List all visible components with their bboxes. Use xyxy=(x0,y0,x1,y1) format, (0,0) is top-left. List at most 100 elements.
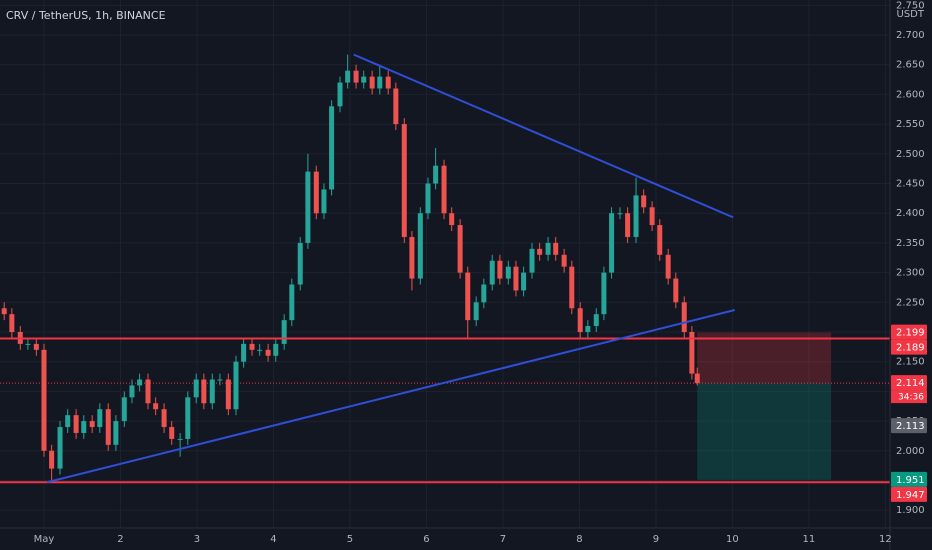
price-tag xyxy=(891,324,927,340)
candle-body xyxy=(89,421,95,428)
price-tag xyxy=(891,339,927,355)
y-tick-label: 2.300 xyxy=(896,268,925,279)
trendline xyxy=(353,53,734,219)
candle-body xyxy=(385,76,391,89)
candle-body xyxy=(81,421,87,433)
y-tick-label: 2.700 xyxy=(896,30,925,41)
candle-body xyxy=(553,242,559,255)
trendline xyxy=(46,309,735,484)
y-tick-label: 2.650 xyxy=(896,60,925,71)
x-tick-label: 7 xyxy=(500,534,506,545)
y-tick-label: 2.400 xyxy=(896,208,925,219)
candle-body xyxy=(257,349,263,351)
price-axis: 1.9001.9502.0002.0502.1002.1502.2002.250… xyxy=(891,0,927,516)
y-tick-label: 2.250 xyxy=(896,297,925,308)
candle-body xyxy=(545,242,551,255)
price-tag-label: 1.951 xyxy=(896,475,925,486)
target-zone xyxy=(697,383,832,480)
candle-body xyxy=(657,225,663,255)
candle-body xyxy=(161,409,167,428)
candle-body xyxy=(609,213,615,273)
candle-body xyxy=(305,171,311,243)
candle-body xyxy=(617,213,623,215)
candle-body xyxy=(145,379,151,404)
countdown: 34:36 xyxy=(898,393,924,403)
candle-body xyxy=(585,326,591,333)
candle-body xyxy=(337,82,343,107)
price-tag-label: 2.114 xyxy=(896,378,925,389)
candle-body xyxy=(273,343,279,356)
countdown-box xyxy=(891,390,927,404)
candle-body xyxy=(297,242,303,285)
candle-body xyxy=(593,314,599,327)
candle-body xyxy=(529,248,535,273)
candle-body xyxy=(25,343,31,345)
candle-body xyxy=(193,379,199,398)
x-tick-label: 2 xyxy=(117,534,123,545)
candle-body xyxy=(281,320,287,344)
candle-body xyxy=(97,409,103,428)
candle-body xyxy=(633,195,639,237)
candle-body xyxy=(249,343,255,350)
candle-body xyxy=(497,260,503,279)
candle-body xyxy=(425,183,431,214)
candle-body xyxy=(265,349,271,356)
candle-body xyxy=(289,284,295,321)
x-tick-label: 10 xyxy=(726,534,739,545)
candle-body xyxy=(649,207,655,226)
candle-body xyxy=(681,302,687,333)
candle-body xyxy=(521,272,527,291)
candle-body xyxy=(209,379,215,404)
candle-body xyxy=(694,373,700,384)
chart-title: CRV / TetherUS, 1h, BINANCE xyxy=(6,9,166,22)
plot xyxy=(0,53,890,484)
price-tag-label: 2.113 xyxy=(896,421,925,432)
candle-body xyxy=(489,260,495,285)
candle-body xyxy=(33,343,39,350)
candle-body xyxy=(465,272,471,321)
candle-body xyxy=(393,88,399,125)
candle-body xyxy=(233,361,239,410)
candle-body xyxy=(329,106,335,190)
candle-body xyxy=(321,189,327,214)
candle-body xyxy=(569,266,575,309)
candle-body xyxy=(41,349,47,451)
candle-body xyxy=(121,397,127,422)
x-tick-label: 4 xyxy=(270,534,276,545)
candle-body xyxy=(313,171,319,214)
y-tick-label: 2.450 xyxy=(896,179,925,190)
x-tick-label: 12 xyxy=(879,534,892,545)
candle-body xyxy=(417,213,423,279)
candle-body xyxy=(185,397,191,439)
candle-body xyxy=(113,421,119,445)
candle-body xyxy=(641,195,647,208)
candle-body xyxy=(537,248,543,255)
candle-body xyxy=(577,308,583,333)
candle-body xyxy=(241,343,247,362)
candle-body xyxy=(1,308,7,315)
x-tick-label: 6 xyxy=(423,534,429,545)
candle-body xyxy=(65,415,71,428)
candle-body xyxy=(369,76,375,89)
candle-body xyxy=(177,438,183,440)
candle-body xyxy=(9,314,15,333)
candle-body xyxy=(225,379,231,410)
price-tag xyxy=(891,418,927,434)
candle-body xyxy=(201,379,207,404)
candle-body xyxy=(129,385,135,398)
candle-body xyxy=(361,76,367,83)
stop-zone xyxy=(697,332,832,384)
y-tick-label: 2.600 xyxy=(896,89,925,100)
candle-body xyxy=(433,165,439,184)
candle-body xyxy=(665,254,671,279)
candle-body xyxy=(345,70,351,83)
candle-body xyxy=(689,332,695,374)
candle-body xyxy=(481,284,487,303)
x-tick-label: 11 xyxy=(803,534,816,545)
candle-body xyxy=(409,236,415,279)
candle-body xyxy=(401,124,407,237)
candle-body xyxy=(353,70,359,83)
candle-body xyxy=(377,76,383,89)
y-tick-label: 2.150 xyxy=(896,357,925,368)
